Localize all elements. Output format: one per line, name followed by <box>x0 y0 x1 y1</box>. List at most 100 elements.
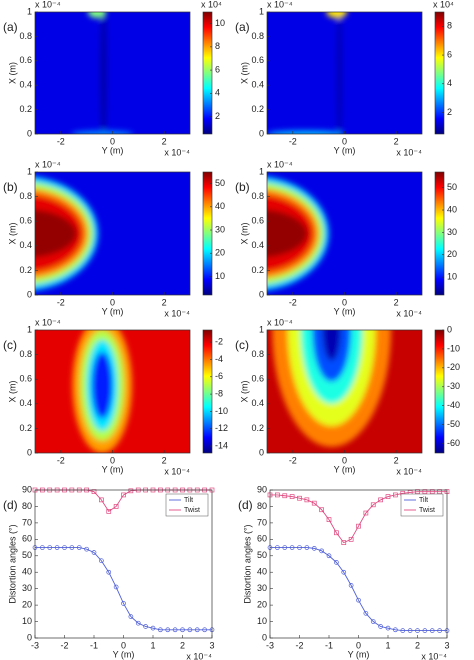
marker <box>143 624 148 629</box>
legend-label: Twist <box>184 507 200 514</box>
legend-label: Tilt <box>184 497 193 504</box>
colorbar-tick-label: 10 <box>447 271 457 281</box>
x-multiplier: x 10⁻⁴ <box>186 651 212 660</box>
y-tick-label: 0.6 <box>251 216 264 226</box>
x-tick-label: -3 <box>31 640 39 650</box>
marker <box>47 545 53 550</box>
x-tick-label: 1 <box>385 640 390 650</box>
colorbar-tick-label: -60 <box>447 438 460 448</box>
colorbar-tick-label: 50 <box>447 182 457 192</box>
marker <box>363 510 369 516</box>
panel: -60-50-40-30-20-100-2 0 200.20.40.60.81Y (… <box>235 317 460 476</box>
colorbar-tick-label: 2 <box>215 111 220 121</box>
legend-label: Twist <box>419 507 435 514</box>
colorbar-tick-label: 40 <box>215 201 225 211</box>
y-axis-label: X (m) <box>239 381 249 403</box>
field-region <box>87 12 107 19</box>
marker <box>415 489 420 494</box>
y-tick-label: 10 <box>257 616 267 626</box>
field-layer <box>71 12 134 134</box>
marker <box>128 614 134 619</box>
field-region <box>336 12 342 134</box>
marker <box>128 488 134 494</box>
x-tick-label: 2 <box>162 455 167 465</box>
panel-label: (b) <box>235 180 250 194</box>
y-tick-label: 60 <box>257 534 267 544</box>
marker <box>165 627 171 633</box>
marker <box>275 545 280 550</box>
x-axis-label: Y (m) <box>102 306 124 316</box>
y-multiplier: x 10⁻⁴ <box>35 0 61 9</box>
marker <box>158 627 163 633</box>
x-multiplier: x 10⁻⁴ <box>421 651 447 660</box>
field-region <box>322 330 341 361</box>
colorbar <box>434 11 445 135</box>
x-tick-label: 2 <box>415 640 420 650</box>
colorbar-tick-label: 2 <box>447 107 452 117</box>
colorbar-multiplier: x 10⁴ <box>201 0 222 9</box>
colorbar-tick-label: -6 <box>215 371 223 381</box>
y-tick-label: 30 <box>22 583 32 593</box>
y-tick-label: 0.8 <box>19 191 32 201</box>
y-tick-label: 1 <box>27 6 32 16</box>
marker <box>415 628 420 633</box>
y-tick-label: 0 <box>27 447 32 457</box>
marker <box>326 553 332 559</box>
y-tick-label: 0.8 <box>19 31 32 41</box>
marker <box>135 620 141 626</box>
marker <box>150 625 156 631</box>
colorbar-tick-label: -20 <box>447 362 460 372</box>
marker <box>187 627 193 633</box>
heatmap-field <box>267 12 422 134</box>
y-tick-label: 0.4 <box>251 240 264 250</box>
marker <box>437 489 442 494</box>
marker <box>69 545 75 550</box>
marker <box>356 597 361 603</box>
legend-label: Tilt <box>419 497 428 504</box>
x-tick-label: -1 <box>90 640 98 650</box>
x-tick-label: -2 <box>60 640 68 650</box>
y-axis-label: Distortion angles (°) <box>7 524 17 603</box>
y-tick-label: 0.4 <box>19 398 32 408</box>
x-axis-label: Y (m) <box>113 649 135 659</box>
y-tick-label: 0.2 <box>19 265 32 275</box>
y-tick-label: 0 <box>259 128 264 138</box>
colorbar <box>202 11 213 135</box>
colorbar-tick-label: 50 <box>215 178 225 188</box>
x-multiplier: x 10⁻⁴ <box>164 147 190 157</box>
panel-label: (c) <box>3 338 17 352</box>
x-tick-label: 2 <box>394 136 399 146</box>
y-multiplier: x 10⁻⁴ <box>35 317 61 327</box>
x-tick-label: 1 <box>150 640 155 650</box>
y-tick-label: 40 <box>257 567 267 577</box>
marker <box>311 500 317 506</box>
marker <box>84 546 89 552</box>
y-tick-label: 20 <box>257 599 267 609</box>
y-tick-label: 0.2 <box>19 423 32 433</box>
x-tick-label: 0 <box>121 640 126 650</box>
y-tick-label: 0.2 <box>251 423 264 433</box>
colorbar-tick-label: 30 <box>447 227 457 237</box>
marker <box>106 569 112 575</box>
marker <box>363 610 369 616</box>
x-tick-label: 0 <box>342 455 347 465</box>
colorbar-tick-label: 4 <box>215 88 220 98</box>
marker <box>113 504 119 509</box>
marker <box>289 494 295 499</box>
x-tick-label: -2 <box>57 297 65 307</box>
x-tick-label: 0 <box>110 297 115 307</box>
marker <box>341 540 347 545</box>
panel: -14 -12 -10 -8 -6 -4 -2 -2 0 2 0 0.2 0.4 0.6 0.8 1 Y (m)… <box>3 317 228 476</box>
y-tick-label: 0.2 <box>19 104 32 114</box>
x-tick-label: 3 <box>444 640 449 650</box>
marker <box>422 628 428 633</box>
colorbar-tick-label: -12 <box>215 423 228 433</box>
x-multiplier: x 10⁻⁴ <box>396 308 422 318</box>
heatmap-field <box>35 12 190 134</box>
series-line <box>35 547 212 631</box>
y-tick-label: 80 <box>22 501 32 511</box>
colorbar-tick-label: 40 <box>447 204 457 214</box>
colorbar-tick-label: 20 <box>447 249 457 259</box>
field-background <box>35 12 190 134</box>
